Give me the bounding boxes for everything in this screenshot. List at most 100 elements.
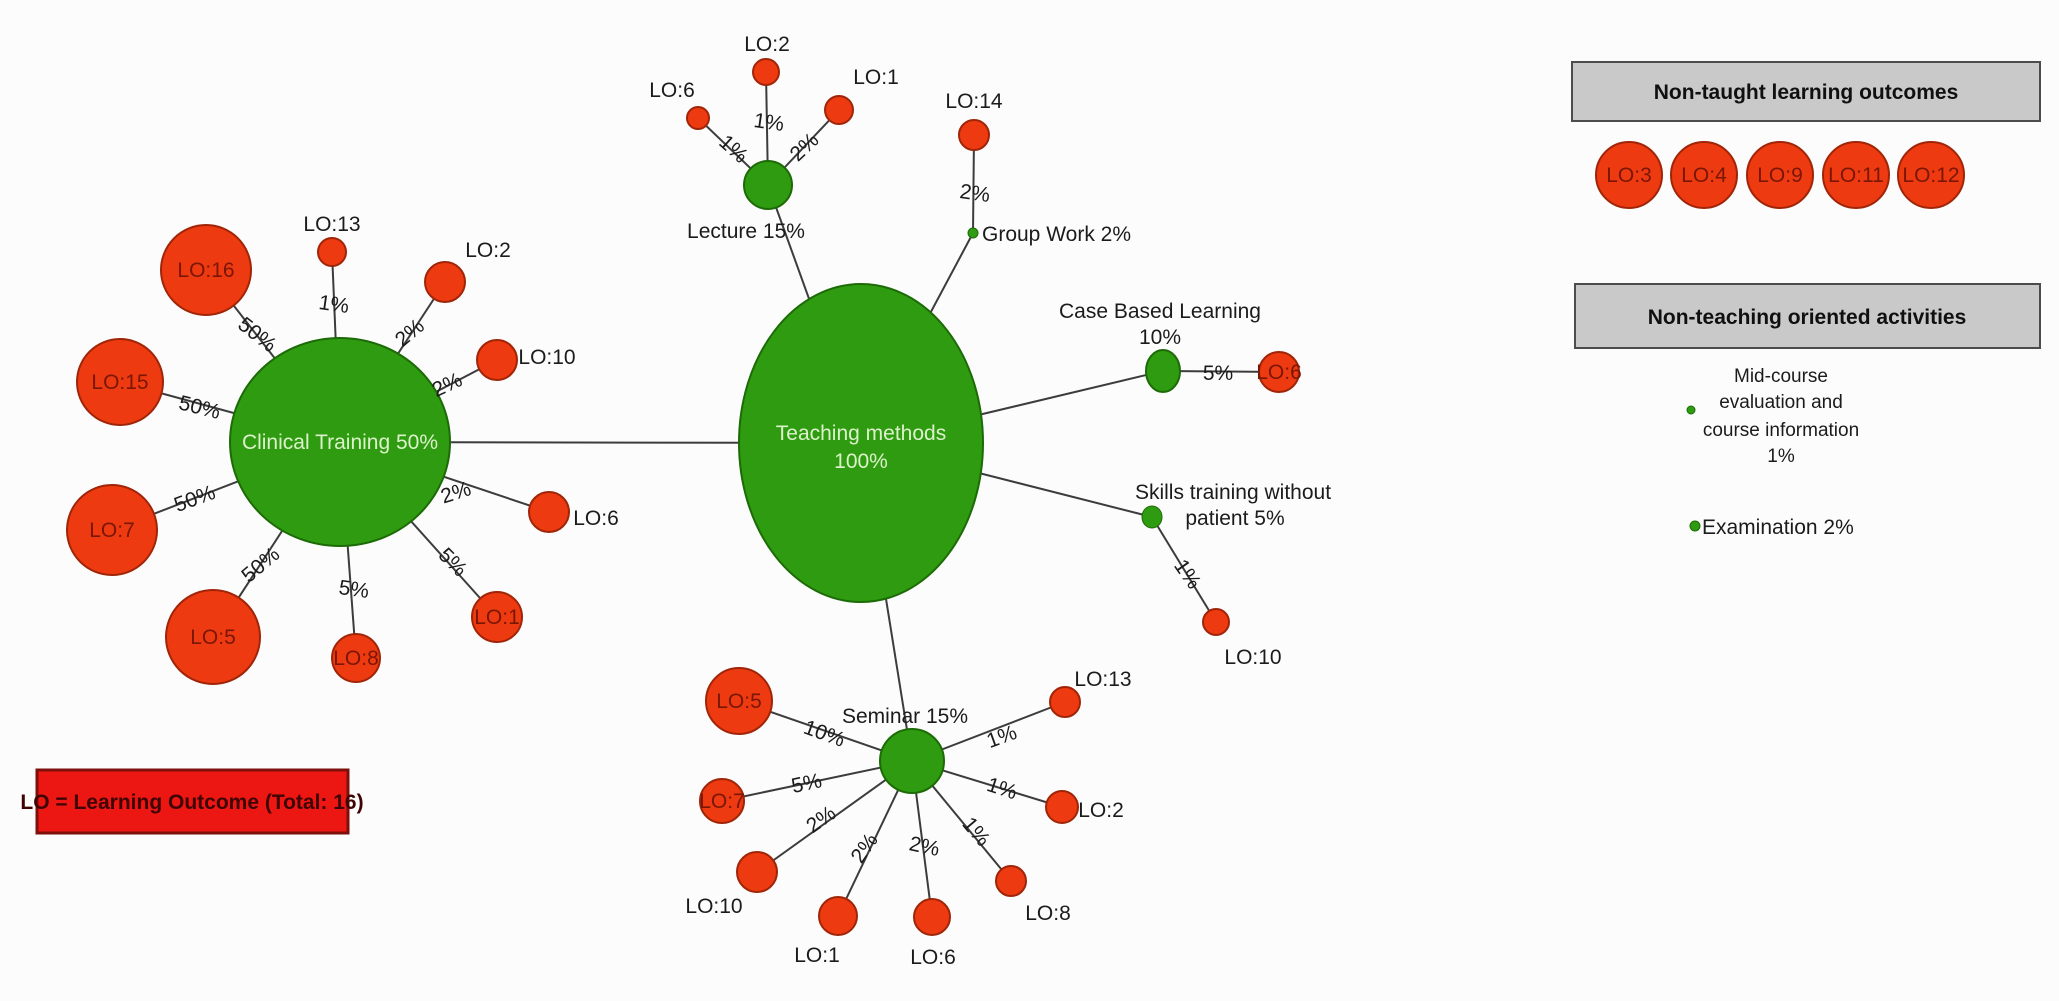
node-seminar-lo1 bbox=[818, 896, 858, 936]
node-skills-lo10-pct-label: 1% bbox=[1169, 555, 1205, 593]
non-taught-lo11 bbox=[1822, 141, 1890, 209]
non-taught-lo9 bbox=[1746, 141, 1814, 209]
node-seminar-lo2-pct-label: 1% bbox=[984, 773, 1020, 804]
node-groupwork-lo14-label: LO:14 bbox=[945, 90, 1003, 113]
node-clinical-lo13-label: LO:13 bbox=[303, 213, 360, 236]
node-clinical-lo15 bbox=[76, 338, 164, 426]
non-teaching-header-box bbox=[1574, 283, 2041, 349]
non-taught-lo12-label: LO:12 bbox=[1902, 164, 1959, 187]
node-clinical-lo13-pct-label: 1% bbox=[317, 291, 350, 318]
hub-seminar bbox=[879, 728, 945, 794]
midcourse-line-2: evaluation and bbox=[1719, 392, 1843, 413]
node-seminar-lo13-label: LO:13 bbox=[1074, 668, 1131, 691]
node-clinical-lo1-pct-label: 5% bbox=[434, 544, 472, 582]
node-seminar-lo6-pct-label: 2% bbox=[907, 832, 941, 861]
node-clinical-lo1 bbox=[471, 591, 523, 643]
midcourse-line-4: 1% bbox=[1767, 446, 1795, 467]
node-lecture-lo1 bbox=[824, 95, 854, 125]
node-clinical-lo7-pct-label: 50% bbox=[171, 481, 218, 517]
node-seminar-lo2 bbox=[1045, 790, 1079, 824]
hub-teaching-label-0: Teaching methods bbox=[776, 422, 946, 445]
node-clinical-lo5 bbox=[165, 589, 261, 685]
node-clinical-lo2-pct-label: 2% bbox=[391, 314, 429, 351]
midcourse-line-1: Mid-course bbox=[1734, 366, 1828, 387]
midcourse-dot bbox=[1686, 405, 1696, 415]
node-cbl-lo6-pct-label: 5% bbox=[1203, 362, 1233, 385]
hub-groupwork bbox=[967, 227, 979, 239]
node-cbl-lo6-label: LO:6 bbox=[1256, 361, 1302, 384]
node-lecture-lo6-label: LO:6 bbox=[649, 79, 695, 102]
node-seminar-lo7 bbox=[699, 778, 745, 824]
node-lecture-lo2 bbox=[752, 58, 780, 86]
legend-box bbox=[35, 768, 350, 835]
node-clinical-lo8-label: LO:8 bbox=[333, 647, 379, 670]
hub-skills-label-0: Skills training without bbox=[1135, 481, 1331, 504]
legend-text: LO = Learning Outcome (Total: 16) bbox=[20, 791, 363, 814]
node-clinical-lo8-pct-label: 5% bbox=[337, 576, 370, 603]
node-seminar-lo10 bbox=[736, 851, 778, 893]
hub-seminar-label-0: Seminar 15% bbox=[842, 705, 968, 728]
node-clinical-lo8 bbox=[331, 633, 381, 683]
non-taught-lo12 bbox=[1897, 141, 1965, 209]
hub-clinical bbox=[229, 337, 451, 547]
midcourse-line-3: course information bbox=[1703, 420, 1859, 441]
node-clinical-lo2-label: LO:2 bbox=[465, 239, 511, 262]
node-clinical-lo6 bbox=[528, 491, 570, 533]
hub-lecture bbox=[743, 160, 793, 210]
node-lecture-lo6 bbox=[686, 106, 710, 130]
node-skills-lo10 bbox=[1202, 608, 1230, 636]
non-taught-lo3-label: LO:3 bbox=[1606, 164, 1652, 187]
node-seminar-lo8-pct-label: 1% bbox=[957, 813, 994, 851]
node-seminar-lo2-label: LO:2 bbox=[1078, 799, 1124, 822]
node-cbl-lo6 bbox=[1258, 351, 1300, 393]
node-clinical-lo16-label: LO:16 bbox=[177, 259, 234, 282]
node-clinical-lo5-pct-label: 50% bbox=[237, 543, 284, 588]
edge-groupwork-lo14 bbox=[972, 134, 975, 234]
non-taught-lo11-label: LO:11 bbox=[1828, 164, 1884, 187]
non-taught-header-box bbox=[1571, 61, 2041, 122]
node-seminar-lo5-label: LO:5 bbox=[716, 690, 762, 713]
node-clinical-lo7-label: LO:7 bbox=[89, 519, 135, 542]
node-groupwork-lo14 bbox=[958, 119, 990, 151]
node-seminar-lo10-label: LO:10 bbox=[685, 895, 742, 918]
non-taught-outcomes: LO:3 LO:4 LO:9 LO:11 LO:12 bbox=[1595, 141, 1965, 209]
node-seminar-lo7-pct-label: 5% bbox=[789, 769, 823, 798]
node-skills-lo10-label: LO:10 bbox=[1224, 646, 1281, 669]
non-taught-panel: Non-taught learning outcomes LO:3 LO:4 LO:… bbox=[1571, 61, 2041, 209]
node-clinical-lo6-label: LO:6 bbox=[573, 507, 619, 530]
hub-cbl bbox=[1145, 349, 1181, 393]
node-clinical-lo16-pct-label: 50% bbox=[233, 313, 280, 357]
node-clinical-lo5-label: LO:5 bbox=[190, 626, 236, 649]
non-taught-header-title: Non-taught learning outcomes bbox=[1654, 81, 1959, 104]
node-seminar-lo5 bbox=[705, 667, 773, 735]
node-clinical-lo2 bbox=[424, 261, 466, 303]
node-lecture-lo2-pct-label: 1% bbox=[752, 109, 785, 136]
node-clinical-lo15-label: LO:15 bbox=[91, 371, 148, 394]
node-clinical-lo6-pct-label: 2% bbox=[438, 477, 474, 508]
hub-skills bbox=[1141, 505, 1163, 529]
node-seminar-lo8-label: LO:8 bbox=[1025, 902, 1071, 925]
node-seminar-lo10-pct-label: 2% bbox=[802, 802, 840, 838]
node-groupwork-lo14-pct-label: 2% bbox=[958, 180, 991, 207]
node-clinical-lo1-label: LO:1 bbox=[474, 606, 520, 629]
node-clinical-lo10-label: LO:10 bbox=[518, 346, 575, 369]
node-seminar-lo6-label: LO:6 bbox=[910, 946, 956, 969]
edge-skills-lo10 bbox=[1151, 516, 1217, 623]
hub-teaching-label-1: 100% bbox=[834, 450, 888, 473]
non-taught-lo4 bbox=[1670, 141, 1738, 209]
node-seminar-lo5-pct-label: 10% bbox=[801, 716, 848, 752]
node-clinical-lo7 bbox=[66, 484, 158, 576]
non-taught-lo9-label: LO:9 bbox=[1757, 164, 1803, 187]
hub-teaching bbox=[738, 283, 984, 603]
node-seminar-lo6 bbox=[913, 898, 951, 936]
non-teaching-header-title: Non-teaching oriented activities bbox=[1648, 306, 1967, 329]
hub-cbl-label-0: Case Based Learning bbox=[1059, 300, 1261, 323]
hub-groupwork-label-0: Group Work 2% bbox=[982, 223, 1131, 246]
hub-cbl-label-1: 10% bbox=[1139, 326, 1181, 349]
hub-lecture-label-0: Lecture 15% bbox=[687, 220, 805, 243]
node-clinical-lo13 bbox=[317, 237, 347, 267]
examination-label: Examination 2% bbox=[1702, 516, 1854, 539]
legend: LO = Learning Outcome (Total: 16) bbox=[20, 768, 364, 835]
nodes-layer bbox=[66, 58, 1300, 936]
